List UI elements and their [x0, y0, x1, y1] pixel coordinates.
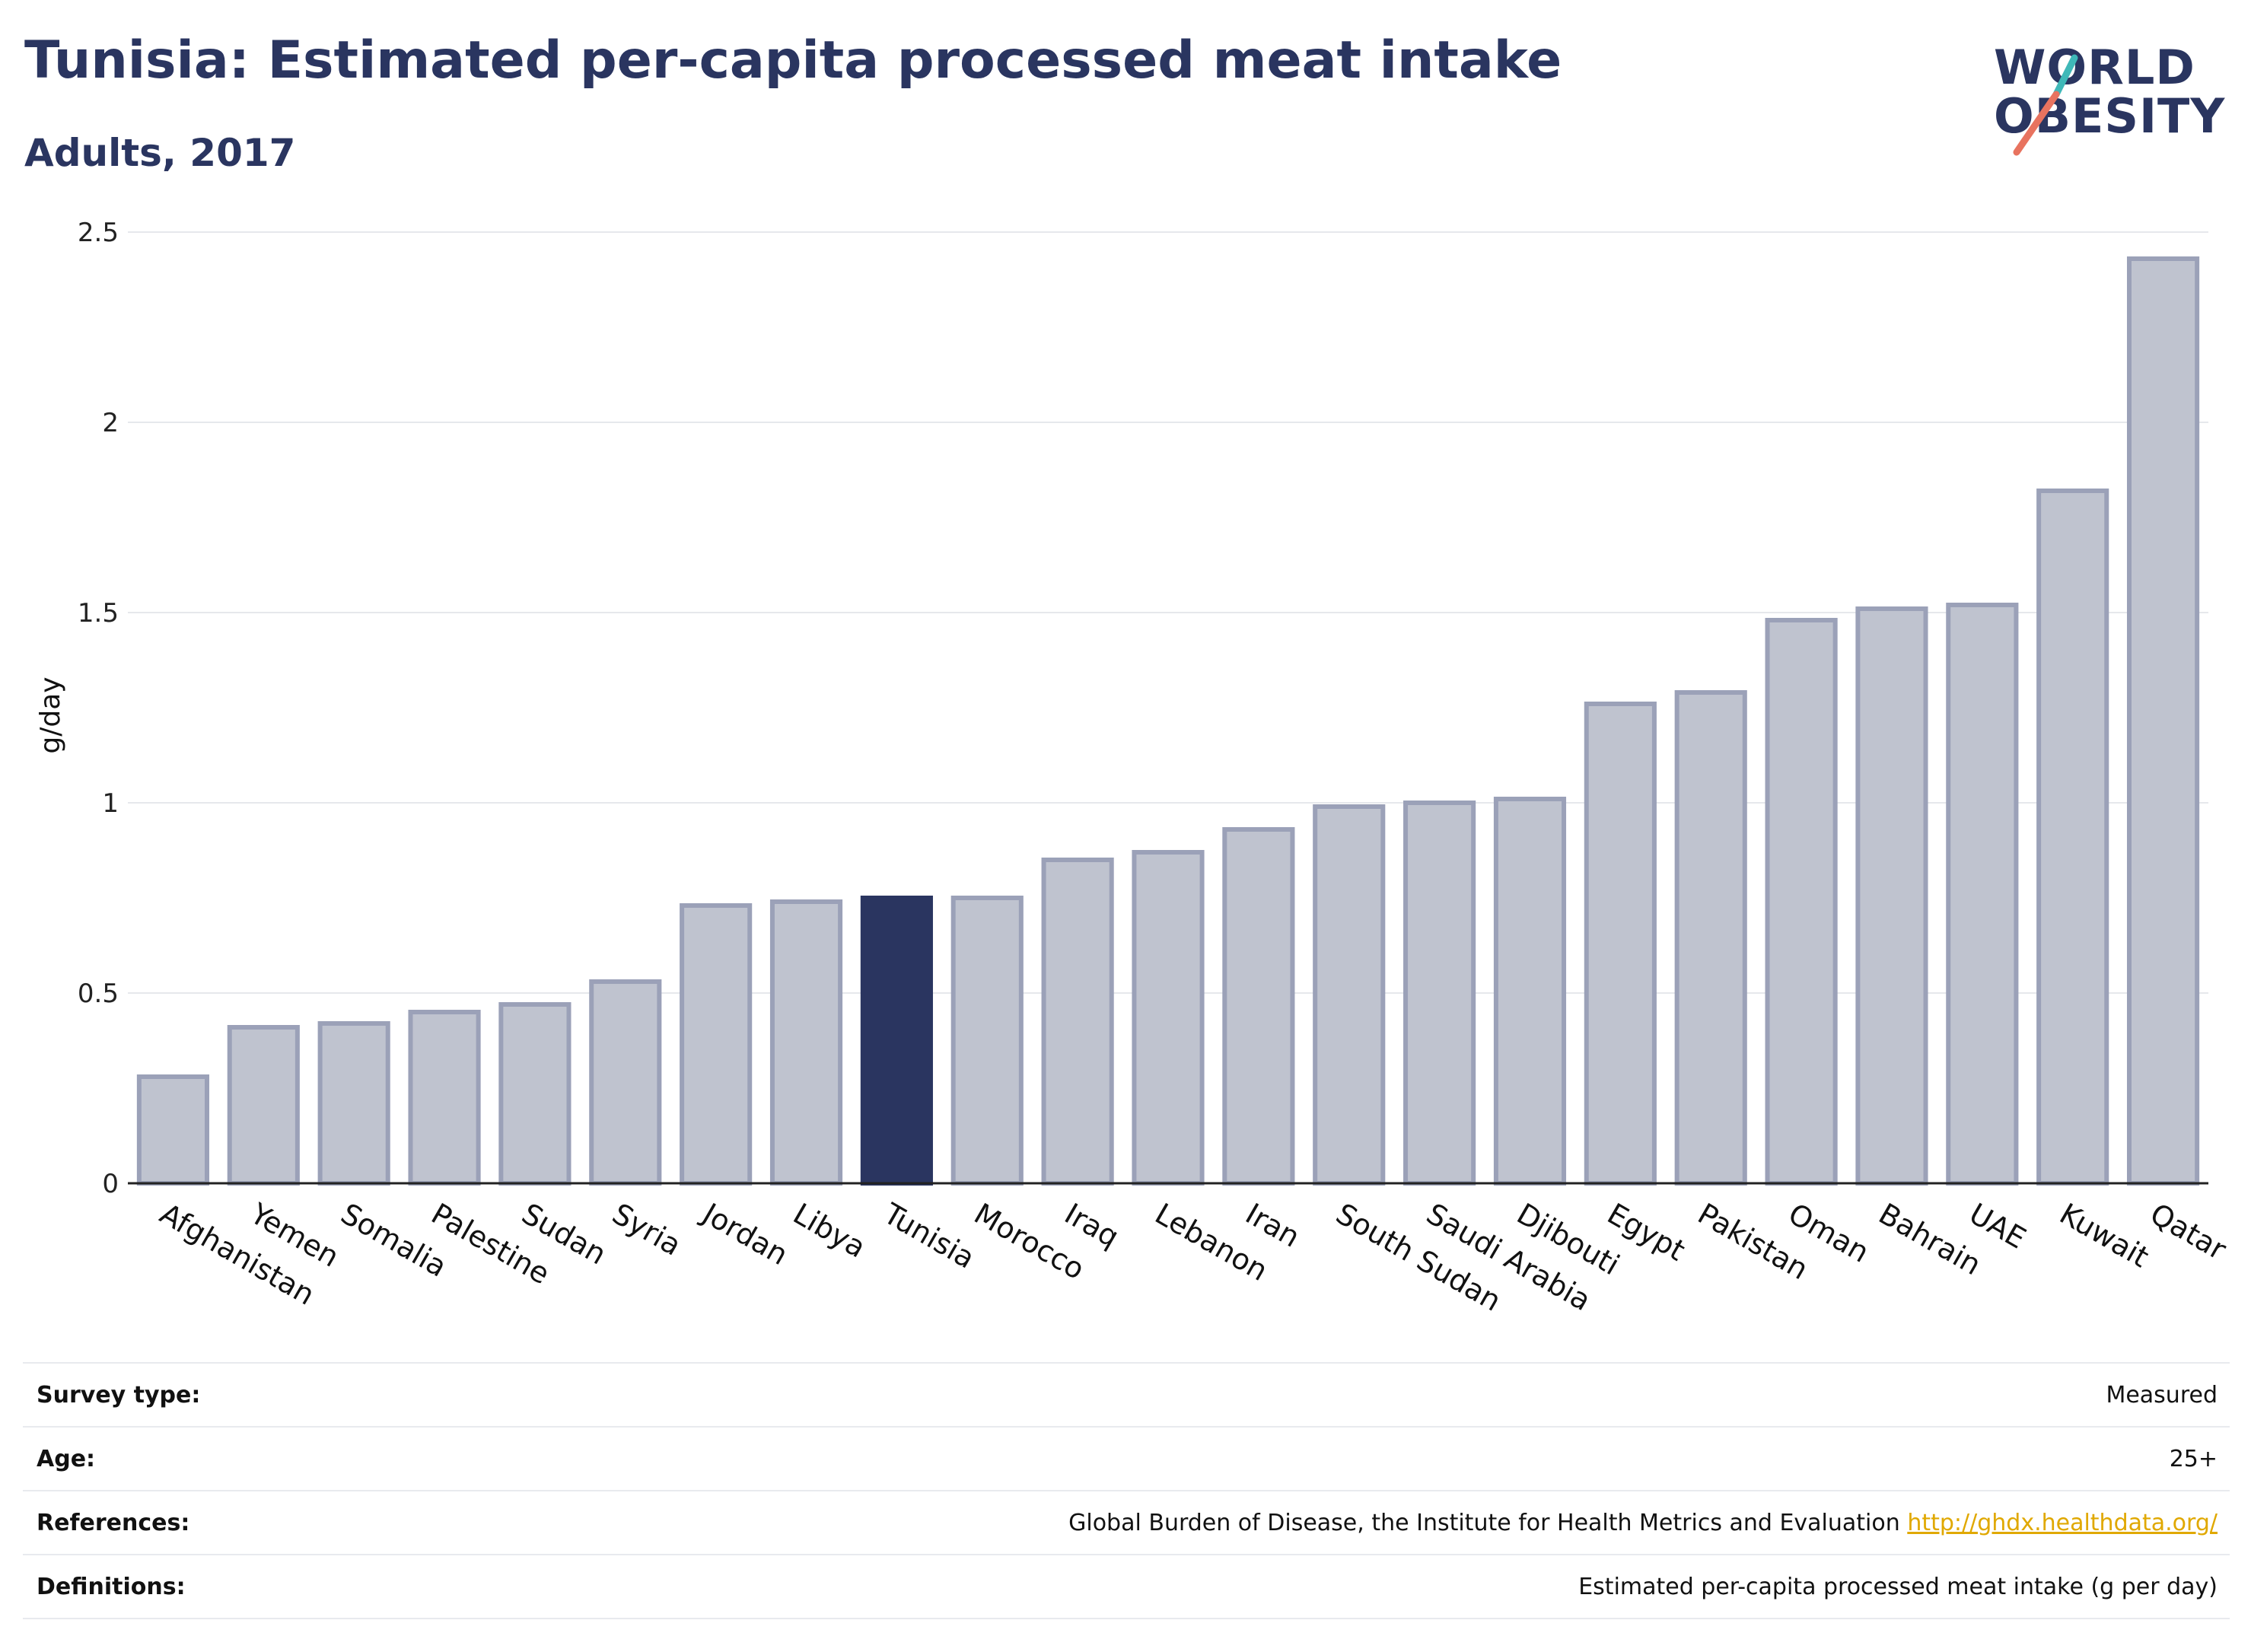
info-row-survey: Survey type: Measured	[23, 1362, 2230, 1426]
bar-yemen	[227, 1025, 300, 1186]
x-tick-label: Jordan	[696, 1196, 793, 1272]
x-tick-label: Libya	[788, 1197, 871, 1265]
y-axis-label: g/day	[35, 676, 66, 753]
definitions-value: Estimated per-capita processed meat inta…	[1578, 1573, 2218, 1600]
age-label: Age:	[37, 1445, 96, 1472]
references-label: References:	[37, 1509, 190, 1536]
x-tick-label: Qatar	[2144, 1197, 2232, 1267]
bar-lebanon	[1132, 850, 1205, 1186]
bar-somalia	[317, 1021, 390, 1186]
y-tick-label: 0.5	[78, 979, 119, 1009]
bar-djibouti	[1493, 797, 1567, 1186]
page-title: Tunisia: Estimated per-capita processed …	[24, 30, 1562, 91]
page-subtitle: Adults, 2017	[24, 131, 296, 175]
bar-morocco	[950, 896, 1024, 1186]
bar-chart: 00.511.522.5g/dayAfghanistanYemenSomalia…	[35, 218, 2232, 1318]
bar-palestine	[408, 1010, 481, 1186]
x-tick-label: Syria	[607, 1197, 686, 1262]
info-row-definitions: Definitions: Estimated per-capita proces…	[23, 1554, 2230, 1619]
bar-oman	[1765, 618, 1838, 1186]
bar-kuwait	[2036, 489, 2109, 1186]
bar-pakistan	[1674, 690, 1747, 1186]
bar-tunisia	[860, 896, 933, 1186]
x-tick-label: Bahrain	[1873, 1197, 1986, 1282]
definitions-label: Definitions:	[37, 1573, 186, 1600]
references-value: Global Burden of Disease, the Institute …	[1068, 1510, 2230, 1536]
bar-afghanistan	[136, 1074, 210, 1186]
age-value: 25+	[2169, 1445, 2218, 1472]
logo-slash-icon	[2013, 54, 2078, 156]
info-table: Survey type: Measured Age: 25+ Reference…	[23, 1362, 2230, 1619]
x-tick-label: Tunisia	[877, 1196, 980, 1275]
bar-south-sudan	[1313, 804, 1386, 1186]
references-text: Global Burden of Disease, the Institute …	[1068, 1509, 1900, 1536]
y-tick-label: 1	[102, 788, 119, 819]
info-row-age: Age: 25+	[23, 1426, 2230, 1490]
y-tick-label: 0	[102, 1169, 119, 1199]
y-tick-label: 2.5	[78, 218, 119, 248]
bar-saudi-arabia	[1403, 801, 1476, 1186]
world-obesity-logo: WORLD OBESITY	[1994, 30, 2230, 160]
y-tick-label: 1.5	[78, 598, 119, 629]
bar-jordan	[680, 903, 753, 1186]
survey-type-label: Survey type:	[37, 1381, 201, 1408]
logo-text-world: WORLD	[1994, 40, 2195, 95]
bar-uae	[1946, 603, 2019, 1186]
bar-libya	[769, 899, 843, 1186]
bar-syria	[589, 979, 662, 1186]
bar-sudan	[498, 1002, 572, 1186]
x-tick-label: Kuwait	[2054, 1197, 2154, 1275]
bar-bahrain	[1855, 606, 1928, 1186]
bar-egypt	[1584, 702, 1657, 1186]
survey-type-value: Measured	[2106, 1381, 2218, 1408]
info-row-references: References: Global Burden of Disease, th…	[23, 1490, 2230, 1554]
references-link[interactable]: http://ghdx.healthdata.org/	[1907, 1509, 2218, 1536]
bar-qatar	[2126, 256, 2200, 1186]
bar-iran	[1222, 827, 1295, 1186]
y-tick-label: 2	[102, 408, 119, 438]
bar-iraq	[1041, 858, 1114, 1186]
